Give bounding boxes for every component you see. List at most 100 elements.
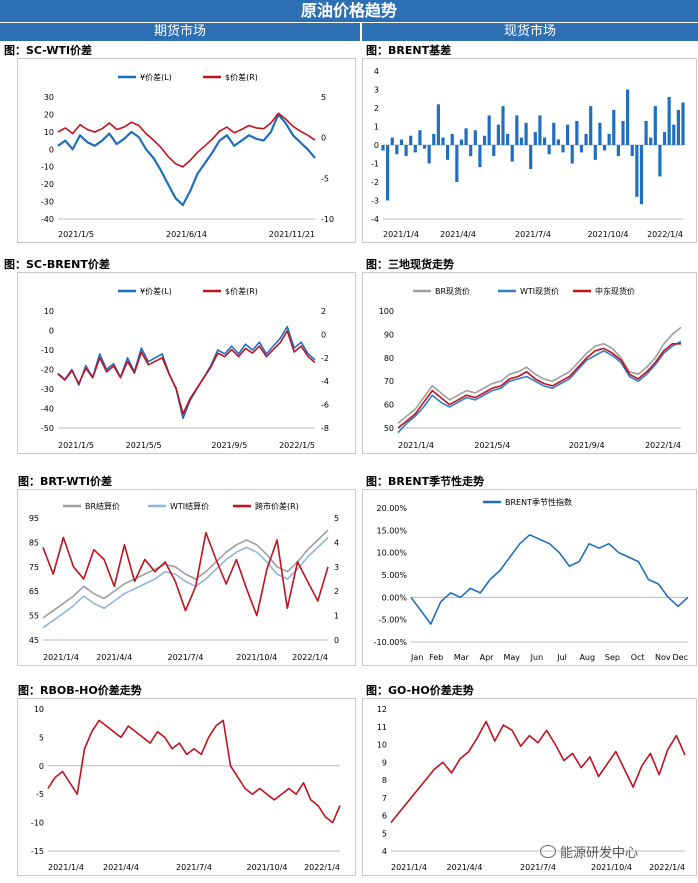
bar [630, 145, 634, 157]
bar [409, 135, 413, 145]
legend-label: $价差(R) [225, 286, 258, 296]
y-tick-label: -2 [371, 178, 379, 187]
x-tick-label: 2022/1/4 [292, 653, 328, 662]
chart-sc-brent: 10 0 -10 -20 -30 -40 -50 2 0 -2 -4 -6 -8 2021/1/5 2021… [41, 286, 329, 450]
y-tick-label: -40 [41, 215, 54, 224]
y-tick-label: 50 [384, 424, 394, 433]
legend-label: ¥价差(L) [140, 72, 172, 82]
x-tick-label: Nov [655, 653, 671, 662]
bar [621, 120, 625, 145]
x-tick-label: Aug [579, 653, 595, 662]
legend-label: BR结算价 [85, 501, 120, 511]
y-tick-label: 0 [49, 327, 54, 336]
y-tick-label: 95 [29, 514, 39, 523]
chart-title-three-spot: 图：三地现货走势 [366, 258, 454, 271]
bar [584, 133, 588, 145]
bar [404, 145, 408, 157]
y2-tick-label: -4 [321, 377, 329, 386]
y-tick-label: -4 [371, 215, 379, 224]
y-tick-label: 3 [374, 86, 379, 95]
bar [464, 128, 468, 145]
x-tick-label: 2021/6/14 [166, 230, 207, 239]
x-tick-label: Mar [454, 653, 470, 662]
wechat-icon [540, 845, 556, 858]
x-tick-label: Sep [605, 653, 620, 662]
y-tick-label: 100 [379, 307, 394, 316]
y-tick-label: 90 [384, 330, 394, 339]
bar [598, 122, 602, 145]
x-tick-label: 2021/1/4 [383, 230, 419, 239]
x-tick-label: Dec [673, 653, 688, 662]
y2-tick-label: 4 [334, 538, 339, 547]
y-tick-label: 20 [44, 110, 54, 119]
chart-sc-wti: 30 20 10 0 -10 -20 -30 -40 5 0 -5 -10 2021/1/5 2021/6… [41, 72, 334, 239]
y-tick-label: 20.00% [376, 504, 407, 513]
bar [496, 124, 500, 145]
bar [441, 137, 445, 145]
legend-label: WTI现货价 [520, 286, 559, 296]
y-tick-label: 7 [382, 794, 387, 803]
x-tick-label: 2021/10/4 [587, 230, 628, 239]
x-tick-label: 2021/1/5 [58, 230, 94, 239]
bar [427, 145, 431, 164]
bar [575, 120, 579, 145]
legend-label: 中东现货价 [595, 286, 635, 296]
y-tick-label: -5 [36, 790, 44, 799]
x-tick-label: 2022/1/4 [647, 230, 683, 239]
series-line [42, 531, 329, 617]
bar [570, 145, 574, 164]
bar [422, 145, 427, 149]
y-tick-label: 5.00% [382, 571, 408, 580]
chart-brent-basis: 4 3 2 1 0 -1 -2 -3 -4 2021/1/4 2021/4/4 2021/7/4 202… [371, 67, 685, 239]
bar [579, 145, 584, 153]
bar [533, 132, 537, 145]
chart-panel-three-spot: 100 90 80 70 60 50 2021/1/4 2021/5/4 2021/9/4 202… [362, 272, 697, 454]
legend-label: BR现货价 [435, 286, 470, 296]
x-tick-label: Jul [556, 653, 567, 662]
y-tick-label: 5 [382, 829, 387, 838]
y2-tick-label: -6 [321, 401, 329, 410]
chart-title-brt-wti: 图：BRT-WTI价差 [18, 475, 113, 488]
series-line [57, 330, 316, 415]
legend-label: $价差(R) [225, 72, 258, 82]
chart-title-brent-seasonal: 图：BRENT季节性走势 [366, 475, 485, 488]
chart-panel-go-ho: 12 11 10 9 8 7 6 5 4 2021/1/4 2021/4/4 2021/7/4 2021… [362, 698, 697, 876]
y-tick-label: 0.00% [382, 593, 408, 602]
y2-tick-label: 1 [334, 612, 339, 621]
bar [450, 133, 454, 145]
bar [473, 130, 477, 145]
series-line [42, 536, 329, 629]
y-tick-label: 30 [44, 93, 54, 102]
bar [644, 120, 648, 145]
x-tick-label: 2021/11/21 [269, 230, 315, 239]
series-line [390, 720, 686, 824]
legend-label: BRENT季节性指数 [505, 497, 572, 507]
bar [649, 137, 653, 145]
bar [501, 106, 505, 145]
spot-section-header: 现货市场 [362, 23, 698, 41]
x-tick-label: 2021/7/4 [176, 863, 212, 872]
y-tick-label: 60 [384, 401, 394, 410]
y-tick-label: 10 [44, 307, 54, 316]
x-tick-label: Jan [410, 653, 423, 662]
bar [399, 139, 404, 145]
y-tick-label: 4 [382, 847, 387, 856]
chart-go-ho: 12 11 10 9 8 7 6 5 4 2021/1/4 2021/4/4 2021/7/4 2021… [377, 705, 686, 872]
x-tick-label: 2021/1/5 [58, 441, 94, 450]
x-tick-label: 2021/4/4 [103, 863, 139, 872]
y-tick-label: 70 [384, 377, 394, 386]
bar [662, 132, 667, 145]
bar [672, 124, 676, 145]
bar [542, 137, 547, 145]
y-tick-label: 75 [29, 563, 39, 572]
bar [626, 89, 630, 145]
y2-tick-label: 5 [334, 514, 339, 523]
y-tick-label: 1 [374, 123, 379, 132]
bar [455, 145, 459, 182]
y2-tick-label: -10 [321, 215, 334, 224]
y-tick-label: 4 [374, 67, 379, 76]
x-tick-label: 2021/7/4 [515, 230, 551, 239]
futures-section-header: 期货市场 [0, 23, 360, 41]
x-tick-label: 2021/1/4 [43, 653, 79, 662]
x-tick-label: 2021/4/4 [96, 653, 132, 662]
